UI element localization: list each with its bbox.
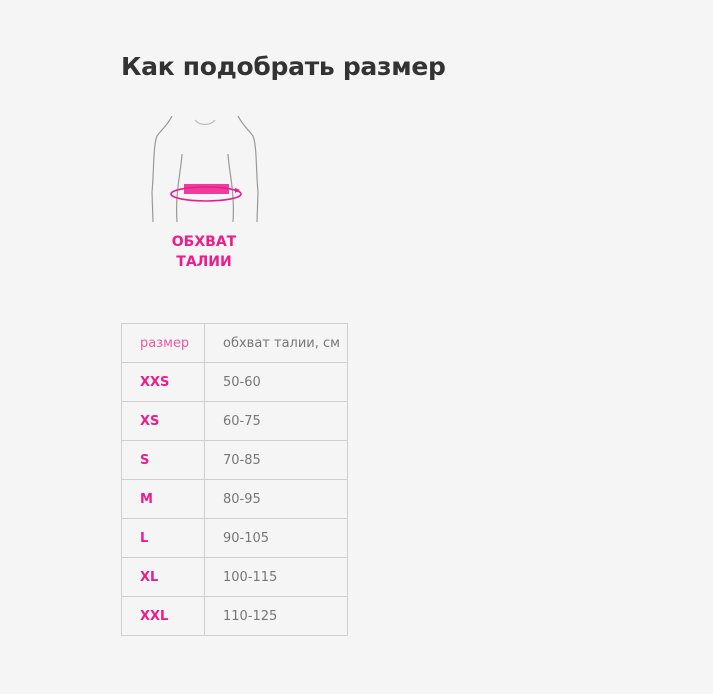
caption-line: ОБХВАТ: [171, 234, 237, 250]
caption-line: ТАЛИИ: [176, 254, 232, 270]
illustration-caption: ОБХВАТ ТАЛИИ: [150, 232, 258, 272]
table-row: L 90-105: [121, 518, 348, 558]
waist-cell: 90-105: [204, 518, 348, 558]
size-cell: S: [121, 440, 205, 480]
waist-cell: 80-95: [204, 479, 348, 519]
waist-cell: 100-115: [204, 557, 348, 597]
waist-cell: 70-85: [204, 440, 348, 480]
table-row: XXL 110-125: [121, 596, 348, 636]
table-row: XL 100-115: [121, 557, 348, 597]
size-cell: L: [121, 518, 205, 558]
table-row: XXS 50-60: [121, 362, 348, 402]
size-cell: XXL: [121, 596, 205, 636]
page-title: Как подобрать размер: [121, 52, 446, 81]
waist-cell: 110-125: [204, 596, 348, 636]
table-row: S 70-85: [121, 440, 348, 480]
waist-cell: 50-60: [204, 362, 348, 402]
size-cell: XL: [121, 557, 205, 597]
size-cell: XXS: [121, 362, 205, 402]
table-row: XS 60-75: [121, 401, 348, 441]
header-size: размер: [121, 323, 205, 363]
size-cell: XS: [121, 401, 205, 441]
waist-measure-icon: [151, 115, 259, 223]
table-header-row: размер обхват талии, см: [121, 323, 348, 363]
header-waist: обхват талии, см: [204, 323, 348, 363]
table-row: M 80-95: [121, 479, 348, 519]
size-cell: M: [121, 479, 205, 519]
waist-cell: 60-75: [204, 401, 348, 441]
size-table: размер обхват талии, см XXS 50-60 XS 60-75 S…: [121, 323, 348, 636]
